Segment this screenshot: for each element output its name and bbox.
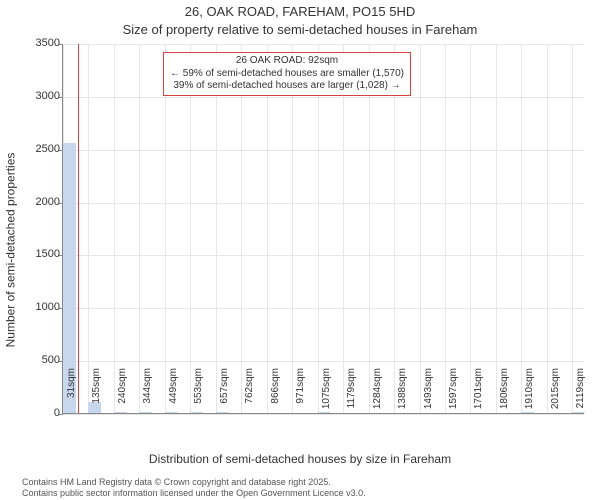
plot-area: 26 OAK ROAD: 92sqm← 59% of semi-detached…	[62, 44, 584, 414]
xtick-label: 866sqm	[270, 368, 281, 418]
gridline-v	[267, 44, 268, 413]
gridline-v	[343, 44, 344, 413]
gridline-v	[165, 44, 166, 413]
gridline-h	[63, 150, 584, 151]
gridline-v	[292, 44, 293, 413]
annotation-line: ← 59% of semi-detached houses are smalle…	[170, 68, 404, 81]
gridline-h	[63, 203, 584, 204]
xtick-label: 1284sqm	[372, 368, 383, 418]
ytick-label: 0	[20, 407, 60, 419]
gridline-v	[88, 44, 89, 413]
xtick-label: 449sqm	[168, 368, 179, 418]
xtick-label: 1179sqm	[346, 368, 357, 418]
xtick-label: 344sqm	[142, 368, 153, 418]
gridline-v	[318, 44, 319, 413]
ytick-label: 3000	[20, 90, 60, 102]
gridline-h	[63, 361, 584, 362]
xtick-label: 2015sqm	[550, 368, 561, 418]
footer-line2: Contains public sector information licen…	[22, 488, 366, 498]
xtick-label: 31sqm	[66, 368, 77, 418]
gridline-v	[369, 44, 370, 413]
annotation-box: 26 OAK ROAD: 92sqm← 59% of semi-detached…	[163, 52, 411, 96]
chart-title-line2: Size of property relative to semi-detach…	[0, 22, 600, 37]
gridline-v	[139, 44, 140, 413]
annotation-line: 26 OAK ROAD: 92sqm	[170, 55, 404, 68]
gridline-v	[521, 44, 522, 413]
gridline-h	[63, 44, 584, 45]
xtick-label: 135sqm	[91, 368, 102, 418]
xtick-label: 1597sqm	[448, 368, 459, 418]
xtick-label: 1075sqm	[321, 368, 332, 418]
gridline-h	[63, 97, 584, 98]
gridline-v	[216, 44, 217, 413]
gridline-h	[63, 255, 584, 256]
ytick-label: 500	[20, 354, 60, 366]
marker-line	[78, 44, 79, 413]
ytick-label: 1000	[20, 301, 60, 313]
ytick-label: 1500	[20, 248, 60, 260]
xtick-label: 1910sqm	[524, 368, 535, 418]
xtick-label: 1493sqm	[423, 368, 434, 418]
xtick-label: 240sqm	[117, 368, 128, 418]
gridline-v	[445, 44, 446, 413]
xtick-label: 1701sqm	[473, 368, 484, 418]
y-axis-label: Number of semi-detached properties	[0, 0, 20, 500]
chart-container: 26, OAK ROAD, FAREHAM, PO15 5HD Size of …	[0, 0, 600, 500]
gridline-v	[394, 44, 395, 413]
gridline-v	[241, 44, 242, 413]
footer-line1: Contains HM Land Registry data © Crown c…	[22, 477, 366, 487]
gridline-h	[63, 308, 584, 309]
gridline-v	[470, 44, 471, 413]
xtick-label: 1388sqm	[397, 368, 408, 418]
gridline-v	[572, 44, 573, 413]
ytick-label: 2000	[20, 196, 60, 208]
gridline-v	[547, 44, 548, 413]
xtick-label: 657sqm	[219, 368, 230, 418]
xtick-label: 2119sqm	[575, 368, 586, 418]
footer-attribution: Contains HM Land Registry data © Crown c…	[22, 477, 366, 498]
x-axis-label: Distribution of semi-detached houses by …	[0, 452, 600, 466]
gridline-v	[496, 44, 497, 413]
ytick-label: 3500	[20, 37, 60, 49]
gridline-v	[114, 44, 115, 413]
xtick-label: 553sqm	[193, 368, 204, 418]
xtick-label: 1806sqm	[499, 368, 510, 418]
ytick-label: 2500	[20, 143, 60, 155]
xtick-label: 762sqm	[244, 368, 255, 418]
gridline-v	[190, 44, 191, 413]
xtick-label: 971sqm	[295, 368, 306, 418]
gridline-v	[420, 44, 421, 413]
chart-title-line1: 26, OAK ROAD, FAREHAM, PO15 5HD	[0, 4, 600, 19]
annotation-line: 39% of semi-detached houses are larger (…	[170, 80, 404, 93]
